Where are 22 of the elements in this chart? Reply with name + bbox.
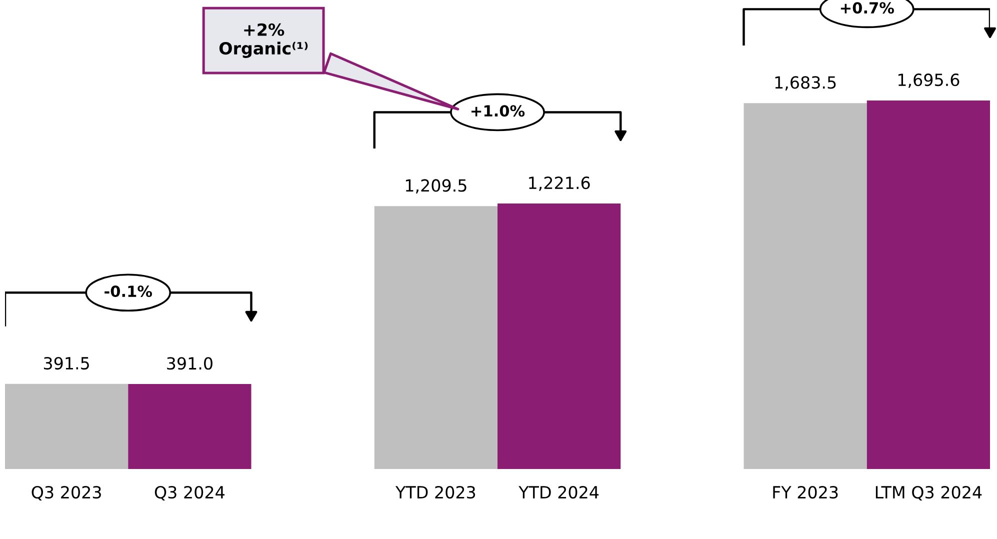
bar <box>866 100 990 469</box>
data-label: 1,209.5 <box>406 179 466 194</box>
bar <box>128 384 252 469</box>
data-label: 1,695.6 <box>898 74 960 88</box>
text: +2% Organic⁽¹⁾ <box>219 23 308 58</box>
x-tick-label: YTD 2023 <box>395 486 476 499</box>
bar <box>5 384 128 469</box>
bar <box>498 204 621 469</box>
x-tick-label: FY 2023 <box>773 486 838 499</box>
bar <box>374 206 498 469</box>
x-tick-label: LTM Q3 2024 <box>876 486 982 500</box>
x-tick-label: Q3 2024 <box>154 486 224 500</box>
bar <box>744 103 867 469</box>
data-label: 391.5 <box>44 356 89 370</box>
data-label: 1,221.6 <box>529 176 590 191</box>
text: +0.7% <box>840 2 894 14</box>
x-tick-label: YTD 2024 <box>518 486 599 499</box>
annotation: -0.1% <box>104 286 152 298</box>
data-label: 1,683.5 <box>775 76 836 90</box>
x-tick-label: Q3 2023 <box>32 486 101 500</box>
data-label: 391.0 <box>167 357 212 370</box>
annotation: +1.0% <box>472 105 525 117</box>
